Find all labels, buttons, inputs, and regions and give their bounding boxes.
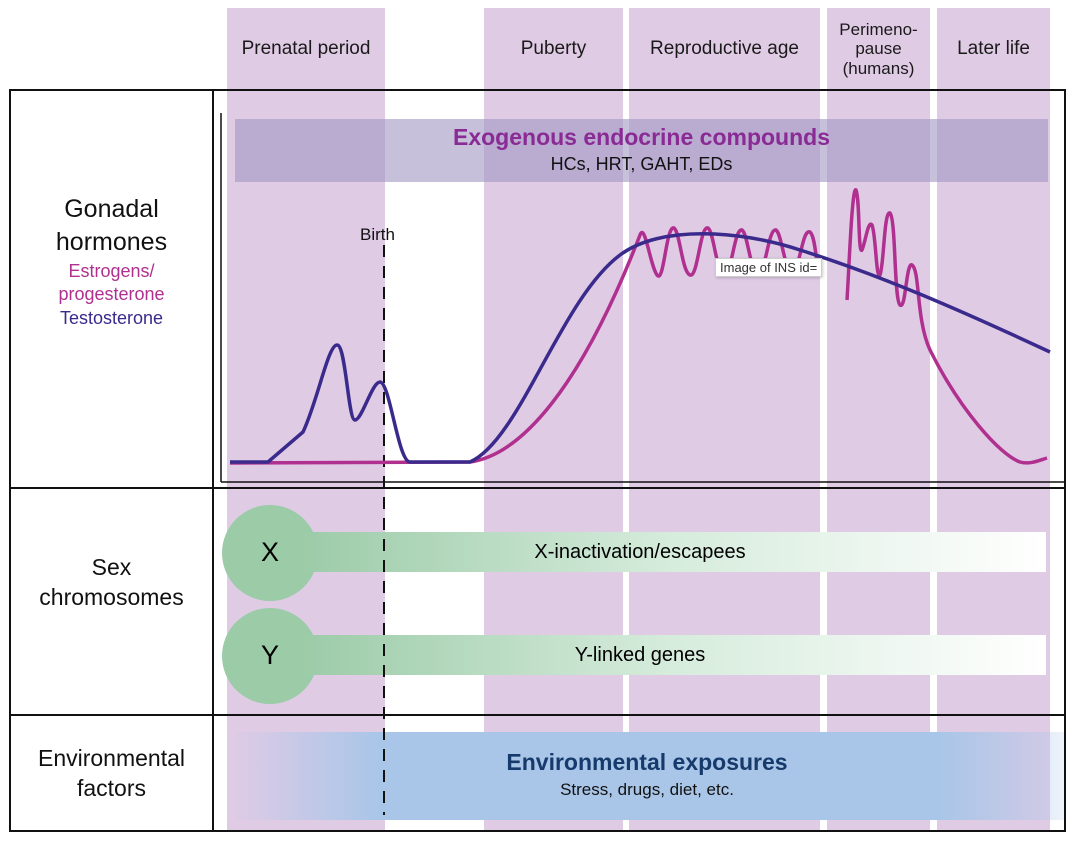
x-chromosome-bar <box>300 532 1046 572</box>
row-divider-2 <box>9 714 1065 716</box>
gonadal-title: Gonadal hormones <box>55 195 168 256</box>
environment-subtitle: Stress, drugs, diet, etc. <box>560 780 734 799</box>
environmental-factors-label: Environmental factors <box>37 745 186 801</box>
y-letter: Y <box>260 640 279 670</box>
stage-later-life: Later life <box>957 37 1030 59</box>
stage-puberty: Puberty <box>520 37 587 59</box>
x-letter: X <box>260 537 279 567</box>
exogenous-subtitle: HCs, HRT, GAHT, EDs <box>550 154 733 174</box>
estrogen-legend: Estrogens/ progesterone <box>58 261 165 305</box>
estrogen-curve <box>229 188 1048 465</box>
sex-chromosomes-label: Sex chromosomes <box>39 554 184 610</box>
row-divider-1 <box>9 487 1065 489</box>
testosterone-curve <box>230 232 1051 464</box>
environment-title: Environmental exposures <box>506 749 788 775</box>
stage-perimenopause: Perimeno- pause (humans) <box>839 19 918 78</box>
gonadal-hormones-label: Gonadal hormones Estrogens/ progesterone… <box>10 193 213 330</box>
exogenous-title: Exogenous endocrine compounds <box>453 124 830 150</box>
column-divider <box>212 89 214 830</box>
table-frame <box>9 89 1066 832</box>
exogenous-compounds-band: Exogenous endocrine compounds HCs, HRT, … <box>235 119 1048 182</box>
environmental-exposures-band: Environmental exposures Stress, drugs, d… <box>228 732 1066 820</box>
stage-reproductive: Reproductive age <box>650 37 799 59</box>
ins-tooltip: Image of INS id= <box>715 258 823 277</box>
y-linked-label: Y-linked genes <box>574 644 706 666</box>
x-inactivation-label: X-inactivation/escapees <box>534 541 746 563</box>
birth-label: Birth <box>360 225 395 244</box>
stage-prenatal: Prenatal period <box>241 37 371 59</box>
y-chromosome-bar <box>300 635 1046 675</box>
testosterone-legend: Testosterone <box>59 307 164 328</box>
